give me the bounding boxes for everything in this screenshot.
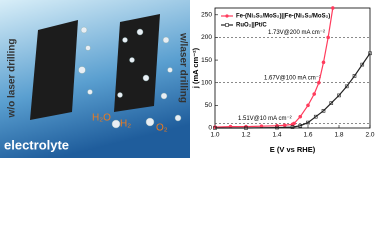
marker — [298, 114, 303, 119]
legend-label: Fe-(Ni₃S₂/MoS₂)||Fe-(Ni₃S₂/MoS₂) — [236, 14, 330, 20]
annotation: 1.51V@10 mA cm⁻² — [238, 116, 292, 122]
y-tick-label: 0 — [208, 125, 212, 132]
marker — [298, 123, 303, 128]
legend-label: RuO₂||Pt/C — [236, 23, 267, 29]
y-tick-label: 50 — [205, 102, 213, 109]
marker — [312, 92, 317, 96]
marker — [292, 121, 296, 126]
x-tick-label: 1.6 — [303, 132, 312, 139]
x-tick-label: 2.0 — [365, 132, 374, 139]
marker — [352, 74, 357, 78]
marker — [368, 51, 372, 56]
marker — [282, 123, 287, 128]
chart: 0 50 100 150 200 250 1.0 1.2 1.4 1.6 1.8 2.0 E (V vs… — [191, 6, 375, 154]
y-axis-label: j (mA cm⁻²) — [191, 47, 200, 89]
marker — [360, 62, 365, 67]
legend-marker — [225, 23, 229, 27]
plot-frame — [214, 7, 371, 129]
marker — [275, 123, 279, 128]
annotation: 1.73V@200 mA cm⁻² — [268, 30, 325, 36]
y-tick-label: 100 — [201, 79, 212, 86]
marker — [344, 84, 349, 89]
water-label: H₂O — [92, 113, 111, 124]
marker — [213, 126, 217, 130]
marker — [306, 120, 310, 125]
legend-marker — [225, 14, 229, 18]
electrolyte-bg — [0, 0, 190, 158]
electrolyte-label: electrolyte — [4, 137, 69, 152]
bubbles — [78, 26, 182, 129]
marker — [290, 125, 295, 129]
x-axis-label: E (V vs RHE) — [270, 145, 316, 154]
marker — [317, 80, 321, 85]
illustration: w/o laser drilling w/laser drilling elec… — [0, 0, 190, 158]
y-tick-label: 200 — [201, 34, 212, 41]
marker — [330, 6, 335, 10]
figure: w/o laser drilling w/laser drilling elec… — [0, 0, 375, 158]
plate — [30, 20, 78, 120]
marker — [275, 125, 279, 130]
x-tick-label: 1.8 — [334, 132, 343, 139]
marker — [321, 108, 326, 113]
hydrogen-label: H₂ — [120, 119, 131, 130]
x-tick-label: 1.4 — [272, 132, 281, 139]
oxygen-label: O₂ — [156, 123, 168, 134]
marker — [321, 60, 326, 65]
x-tick-label: 1.0 — [210, 132, 219, 139]
right-label: w/laser drilling — [177, 32, 188, 103]
y-tick-label: 250 — [201, 12, 212, 19]
left-label: w/o laser drilling — [7, 39, 18, 119]
x-tick-label: 1.2 — [241, 132, 250, 139]
marker — [244, 126, 248, 130]
marker — [337, 93, 341, 98]
marker — [306, 103, 310, 108]
marker — [329, 101, 334, 105]
y-tick-label: 150 — [201, 57, 212, 64]
marker — [326, 35, 330, 40]
marker — [313, 114, 318, 119]
annotation: 1.67V@100 mA cm⁻² — [264, 75, 321, 81]
